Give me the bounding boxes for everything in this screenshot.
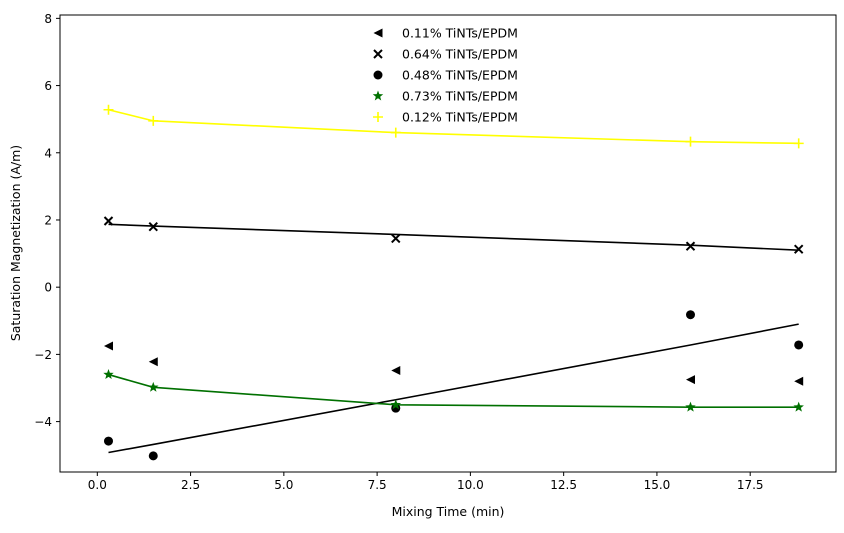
point-0-73-tints-epdm bbox=[148, 381, 159, 392]
x-tick-label: 15.0 bbox=[644, 478, 671, 492]
y-tick-label: 4 bbox=[44, 146, 52, 160]
legend-label: 0.64% TiNTs/EPDM bbox=[402, 47, 518, 62]
legend-item-0-11-tints-epdm: 0.11% TiNTs/EPDM bbox=[373, 26, 518, 41]
legend-item-0-64-tints-epdm: 0.64% TiNTs/EPDM bbox=[373, 47, 518, 62]
point-0-11-tints-epdm bbox=[391, 366, 401, 376]
point-0-73-tints-epdm bbox=[685, 401, 696, 412]
point-0-64-tints-epdm bbox=[685, 241, 696, 251]
point-0-73-tints-epdm bbox=[103, 369, 114, 379]
point-0-73-tints-epdm bbox=[390, 399, 401, 410]
x-tick-label: 12.5 bbox=[550, 478, 577, 492]
legend-label: 0.11% TiNTs/EPDM bbox=[402, 26, 518, 41]
legend-label: 0.73% TiNTs/EPDM bbox=[402, 89, 518, 104]
plot-background bbox=[60, 15, 836, 472]
legend-marker-0-48-tints-epdm bbox=[373, 70, 383, 80]
x-axis-label: Mixing Time (min) bbox=[392, 504, 505, 519]
point-0-11-tints-epdm bbox=[104, 341, 113, 351]
legend-item-0-12-tints-epdm: 0.12% TiNTs/EPDM bbox=[373, 110, 518, 125]
point-0-12-tints-epdm bbox=[103, 104, 114, 115]
legend-marker-0-12-tints-epdm bbox=[373, 112, 383, 122]
legend-item-0-48-tints-epdm: 0.48% TiNTs/EPDM bbox=[373, 68, 518, 83]
x-tick-label: 2.5 bbox=[181, 478, 200, 492]
point-0-11-tints-epdm bbox=[686, 375, 695, 385]
data-markers bbox=[103, 104, 804, 461]
y-tick-label: −2 bbox=[34, 348, 52, 362]
x-axis-ticks: 0.0 2.5 5.0 7.5 10.0 12.5 15.0 17.5 bbox=[88, 472, 764, 492]
x-tick-label: 0.0 bbox=[88, 478, 107, 492]
point-0-12-tints-epdm bbox=[685, 136, 696, 147]
plot-frame bbox=[59, 14, 837, 473]
legend-marker-0-73-tints-epdm bbox=[372, 90, 384, 101]
point-0-48-tints-epdm bbox=[686, 310, 695, 320]
y-tick-label: 6 bbox=[44, 79, 52, 93]
x-tick-label: 17.5 bbox=[737, 478, 764, 492]
y-axis-label: Saturation Magnetization (A/m) bbox=[8, 145, 23, 341]
legend-label: 0.48% TiNTs/EPDM bbox=[402, 68, 518, 83]
point-0-64-tints-epdm bbox=[793, 244, 804, 254]
point-0-11-tints-epdm bbox=[794, 376, 804, 386]
point-0-64-tints-epdm bbox=[103, 216, 114, 226]
y-tick-label: 8 bbox=[44, 12, 52, 26]
point-0-48-tints-epdm bbox=[104, 436, 113, 446]
point-0-11-tints-epdm bbox=[148, 357, 158, 367]
point-0-12-tints-epdm bbox=[793, 138, 804, 149]
y-tick-label: 2 bbox=[44, 213, 52, 227]
point-0-48-tints-epdm bbox=[794, 340, 804, 350]
point-0-64-tints-epdm bbox=[391, 233, 401, 244]
point-0-12-tints-epdm bbox=[148, 115, 159, 126]
y-tick-label: 0 bbox=[44, 281, 52, 295]
point-0-12-tints-epdm bbox=[390, 127, 401, 138]
x-tick-label: 7.5 bbox=[368, 478, 387, 492]
point-0-48-tints-epdm bbox=[148, 451, 158, 461]
x-tick-label: 5.0 bbox=[274, 478, 293, 492]
point-0-64-tints-epdm bbox=[148, 221, 158, 232]
legend-item-0-73-tints-epdm: 0.73% TiNTs/EPDM bbox=[372, 89, 518, 104]
y-axis-ticks: −4 −2 0 2 4 6 8 bbox=[34, 12, 60, 429]
legend-marker-0-64-tints-epdm bbox=[373, 49, 383, 59]
point-0-73-tints-epdm bbox=[793, 401, 804, 412]
y-tick-label: −4 bbox=[34, 415, 52, 429]
legend-label: 0.12% TiNTs/EPDM bbox=[402, 110, 518, 125]
legend-marker-0-11-tints-epdm bbox=[373, 28, 383, 38]
x-tick-label: 10.0 bbox=[457, 478, 484, 492]
legend: 0.11% TiNTs/EPDM 0.64% TiNTs/EPDM 0.48% Ti… bbox=[372, 26, 518, 125]
fit-line-0-64-tints-epdm bbox=[108, 223, 799, 252]
